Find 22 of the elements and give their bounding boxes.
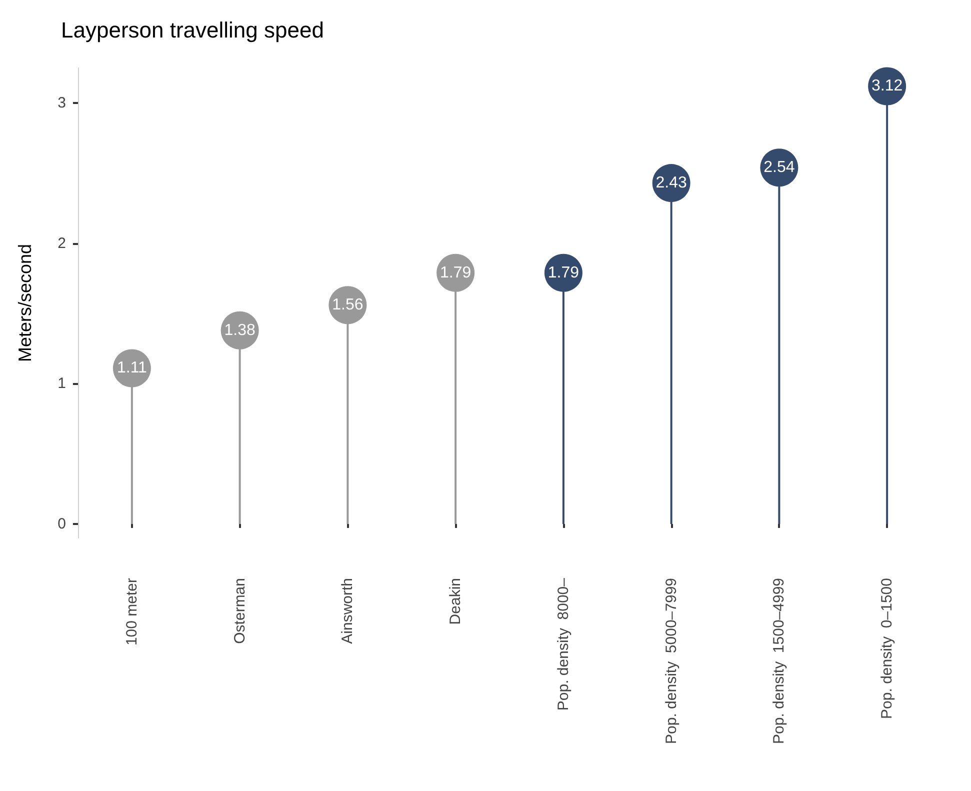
data-label: 2.54 xyxy=(764,159,795,176)
data-label: 1.79 xyxy=(548,264,580,282)
x-tick-label: Deakin xyxy=(447,578,464,625)
x-tick-label: Ainsworth xyxy=(339,578,356,644)
data-label: 1.11 xyxy=(116,360,148,377)
y-axis-title: Meters/second xyxy=(15,244,35,362)
data-label: 1.79 xyxy=(440,264,472,282)
data-label: 2.43 xyxy=(656,174,687,192)
x-tick-label: Pop. density 1500–4999 xyxy=(770,578,788,744)
x-tick-label: 100 meter xyxy=(123,578,140,646)
y-tick-label: 1 xyxy=(58,375,66,392)
y-tick-label: 2 xyxy=(58,234,66,252)
data-label: 1.38 xyxy=(224,322,256,339)
y-tick-label: 3 xyxy=(58,94,66,112)
y-tick-label: 0 xyxy=(58,515,66,532)
x-tick-label: Osterman xyxy=(231,578,248,644)
x-tick-label: Pop. density 8000– xyxy=(554,577,572,711)
chart-title: Layperson travelling speed xyxy=(61,18,324,42)
x-tick-label: Pop. density 5000–7999 xyxy=(662,578,680,744)
data-label: 3.12 xyxy=(871,78,903,95)
data-label: 1.56 xyxy=(332,296,364,314)
x-tick-label: Pop. density 0–1500 xyxy=(878,578,896,719)
